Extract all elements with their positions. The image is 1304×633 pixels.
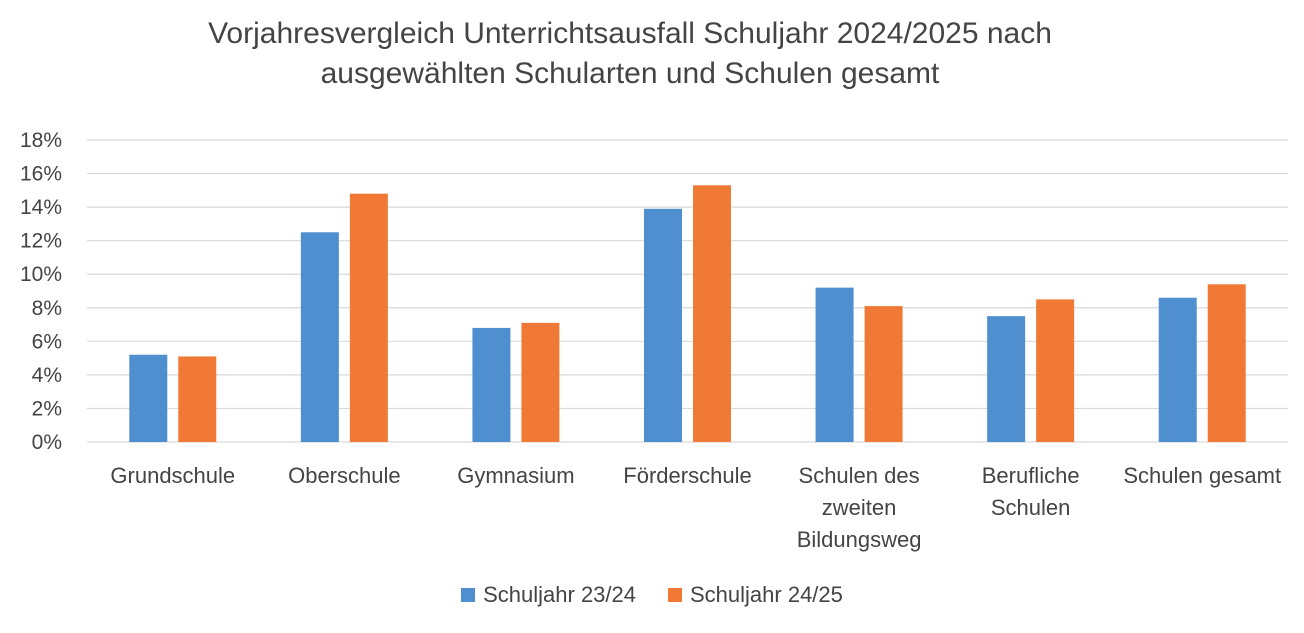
legend-item-series2: Schuljahr 24/25 [668, 582, 843, 608]
legend-swatch-series2 [668, 588, 682, 602]
y-tick-label: 10% [20, 263, 62, 286]
bar-series2 [693, 185, 731, 443]
x-category-label: Schulen gesamt [1123, 463, 1281, 488]
bar-series2 [521, 322, 560, 442]
bar-series2 [1207, 284, 1246, 442]
chart-title-line2: ausgewählten Schularten und Schulen gesa… [320, 57, 940, 90]
y-tick-label: 0% [32, 431, 62, 454]
x-category-label: Berufliche [982, 463, 1080, 488]
bar-series1 [815, 287, 854, 442]
x-category-label: Grundschule [110, 463, 235, 488]
bar-series2 [178, 356, 217, 442]
y-tick-label: 4% [32, 364, 62, 387]
x-category-label: Bildungsweg [797, 527, 922, 552]
x-category-label: zweiten [822, 495, 897, 520]
y-tick-label: 16% [20, 163, 62, 186]
x-category-label: Gymnasium [457, 463, 574, 488]
bar-series1 [644, 208, 682, 442]
bar-series1 [472, 327, 511, 442]
legend-item-series1: Schuljahr 23/24 [461, 582, 636, 608]
chart-title: Vorjahresvergleich Unterrichtsausfall Sc… [0, 14, 1260, 94]
plot-area: 0% 2% 4% 6% 8% 10% 12% 14% 16% 18% Grundschule Ober… [20, 129, 1288, 552]
bar-series1 [1158, 297, 1197, 442]
bar-series2 [864, 306, 903, 442]
y-tick-label: 6% [32, 330, 62, 353]
legend-label-series1: Schuljahr 23/24 [483, 582, 636, 607]
legend-swatch-series1 [461, 588, 476, 602]
x-category-label: Förderschule [623, 463, 751, 488]
x-category-label: Schulen [991, 495, 1071, 520]
chart-title-line1: Vorjahresvergleich Unterrichtsausfall Sc… [208, 17, 1052, 50]
x-category-label: Oberschule [288, 463, 401, 488]
y-tick-label: 8% [32, 297, 62, 320]
bar-series1 [987, 316, 1026, 442]
bar-series1 [300, 232, 339, 442]
y-tick-label: 12% [20, 230, 62, 253]
bar-series2 [349, 193, 388, 442]
y-tick-label: 14% [20, 196, 62, 219]
legend-label-series2: Schuljahr 24/25 [690, 582, 843, 607]
x-category-label: Schulen des [799, 463, 920, 488]
y-tick-label: 18% [20, 129, 62, 152]
y-tick-label: 2% [32, 397, 62, 420]
bar-series2 [1036, 299, 1075, 442]
bar-series1 [129, 354, 168, 442]
legend: Schuljahr 23/24 Schuljahr 24/25 [0, 582, 1304, 608]
